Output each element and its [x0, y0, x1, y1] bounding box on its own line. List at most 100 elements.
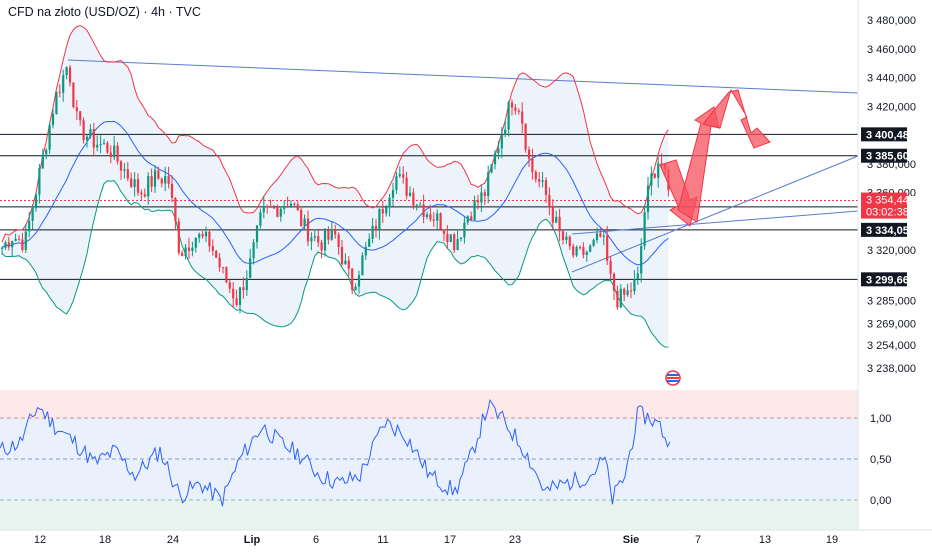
- candle-body: [582, 247, 585, 255]
- candle-body: [364, 246, 367, 256]
- candle-body: [201, 234, 204, 237]
- candle-body: [252, 242, 255, 259]
- candle-body: [541, 180, 544, 182]
- candle-body: [354, 286, 357, 291]
- candle-body: [170, 183, 174, 198]
- candle-body: [293, 203, 296, 205]
- candle-body: [317, 236, 320, 243]
- candle-body: [208, 231, 211, 247]
- candle-body: [82, 120, 85, 141]
- flag-event-icon[interactable]: [665, 370, 681, 386]
- candle-body: [422, 204, 425, 217]
- candle-body: [34, 194, 38, 209]
- candle-body: [572, 246, 575, 256]
- candle-body: [303, 218, 306, 226]
- candle-body: [650, 173, 653, 186]
- candle-body: [255, 225, 259, 243]
- candle-body: [381, 209, 384, 214]
- price-axis-label: 3 285,000: [867, 295, 916, 307]
- forecast-arrow-top: [702, 88, 771, 149]
- candle-body: [116, 145, 119, 162]
- level-label-box: [861, 127, 907, 142]
- candle-body: [215, 250, 218, 258]
- level-label-box: [861, 272, 907, 287]
- candle-body: [340, 246, 344, 264]
- price-axis[interactable]: 3 480,000 3 460,000 3 440,000 3 420,000 3 38…: [867, 15, 916, 375]
- time-axis-label: 24: [167, 534, 179, 546]
- candle-body: [153, 170, 157, 187]
- candle-body: [14, 238, 17, 241]
- candle-body: [327, 230, 330, 240]
- bollinger-band-fill: [2, 25, 669, 348]
- candle-body: [555, 216, 558, 223]
- candle-body: [568, 236, 571, 247]
- oscillator-axis-label: 0,50: [870, 454, 891, 466]
- level-label: 3 385,607: [866, 151, 915, 163]
- candle-body: [490, 164, 493, 173]
- candle-body: [58, 91, 61, 93]
- candle-body: [313, 236, 316, 238]
- candle-body: [538, 179, 541, 182]
- candle-body: [480, 192, 483, 203]
- candle-body: [466, 216, 469, 223]
- candle-body: [160, 178, 163, 184]
- candle-body: [228, 282, 231, 289]
- candle-body: [449, 234, 452, 243]
- candle-body: [589, 245, 592, 252]
- candle-body: [419, 204, 422, 206]
- candle-body: [599, 233, 602, 237]
- candle-body: [643, 212, 646, 246]
- current-price-label: 3 354,445 03:02:38: [861, 192, 915, 219]
- candle-body: [75, 107, 78, 112]
- time-axis-label: 6: [313, 534, 319, 546]
- candle-body: [592, 239, 595, 246]
- candle-body: [242, 287, 245, 291]
- candle-body: [11, 240, 14, 248]
- candle-body: [204, 231, 208, 237]
- candle-body: [65, 67, 68, 76]
- candle-body: [657, 163, 660, 178]
- osc-oversold-zone: [0, 500, 858, 530]
- candle-body: [371, 225, 374, 239]
- candle-body: [565, 236, 568, 241]
- candle-body: [646, 185, 650, 213]
- candle-body: [459, 237, 463, 240]
- trendlines[interactable]: [67, 59, 859, 273]
- candle-body: [374, 225, 378, 230]
- candle-body: [514, 107, 517, 111]
- time-axis[interactable]: 12 18 24 Lip 6 11 17 23 Sie 7 13 19: [34, 534, 838, 546]
- candle-body: [28, 220, 31, 232]
- candle-body: [497, 148, 500, 154]
- candle-body: [167, 176, 170, 184]
- horizontal-levels: [0, 133, 858, 280]
- candle-body: [17, 238, 21, 240]
- candle-body: [0, 247, 4, 249]
- candle-body: [425, 214, 429, 217]
- price-axis-label: 3 460,000: [867, 44, 916, 56]
- candle-body: [561, 231, 565, 241]
- candle-body: [68, 67, 72, 83]
- candle-body: [606, 235, 609, 262]
- level-label: 3 400,480: [866, 129, 915, 141]
- candle-body: [221, 267, 225, 269]
- candle-body: [408, 192, 412, 196]
- candle-body: [89, 129, 92, 137]
- level-label-box: [861, 222, 907, 237]
- forecast-arrow[interactable]: [659, 88, 771, 227]
- candle-body: [436, 213, 439, 221]
- candle-body: [500, 134, 503, 149]
- candle-body: [636, 273, 639, 279]
- candle-body: [150, 176, 153, 187]
- price-axis-label: 3 269,000: [867, 318, 916, 330]
- candle-body: [378, 209, 381, 230]
- candle-body: [72, 82, 75, 108]
- bollinger-basis: [1, 120, 669, 266]
- candle-body: [551, 206, 554, 223]
- time-axis-label: 18: [99, 534, 111, 546]
- time-axis-label: 12: [34, 534, 46, 546]
- candle-body: [92, 129, 95, 148]
- candle-body: [225, 267, 228, 283]
- candle-body: [21, 239, 24, 250]
- oscillator-axis-label: 1,00: [870, 413, 891, 425]
